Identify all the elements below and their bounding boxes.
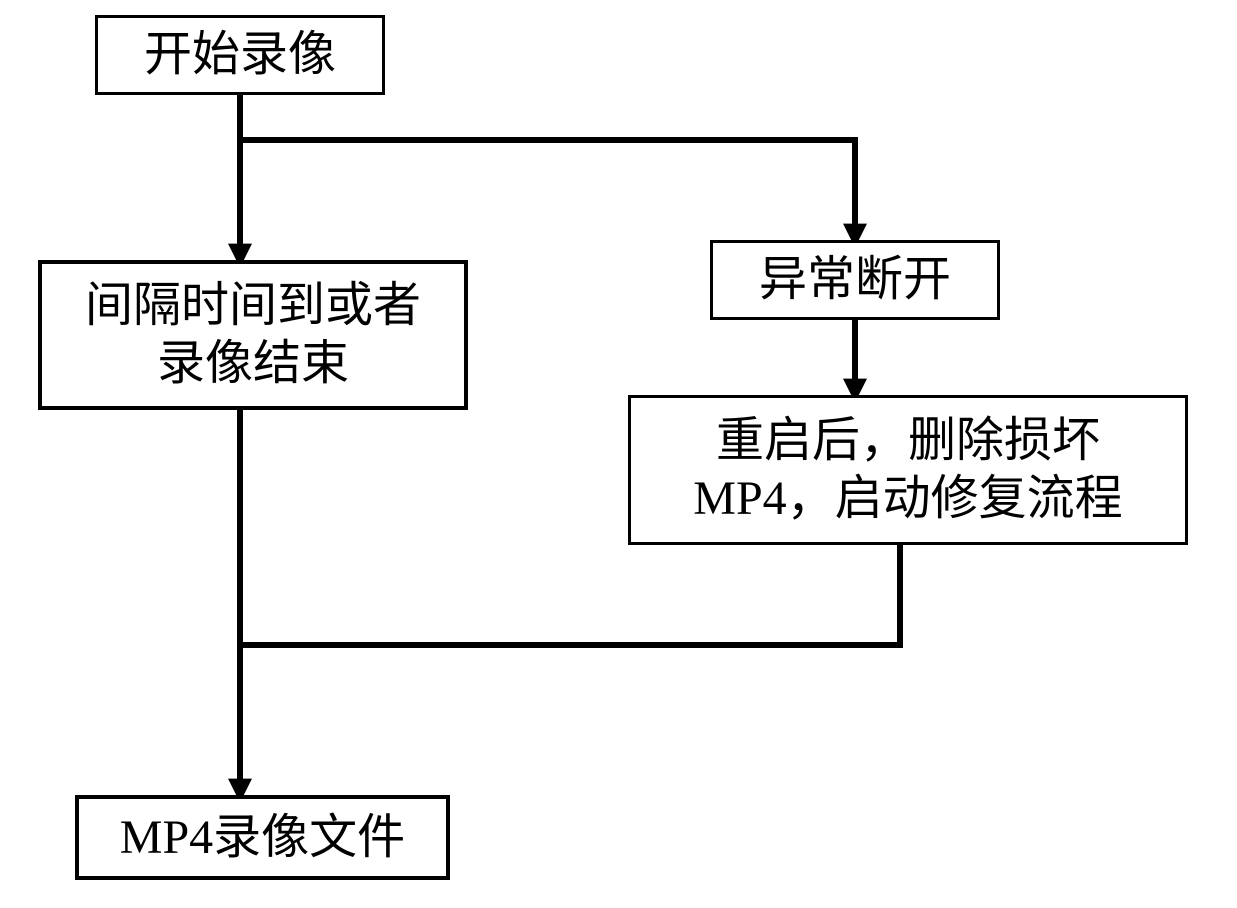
flowchart-canvas: 开始录像间隔时间到或者 录像结束 异常断开重启后，删除损坏 MP4，启动修复流程 M… — [0, 0, 1237, 908]
node-abnormal: 异常断开 — [710, 240, 1000, 320]
node-interval: 间隔时间到或者 录像结束 — [38, 260, 468, 410]
node-repair: 重启后，删除损坏 MP4，启动修复流程 — [628, 395, 1188, 545]
node-start: 开始录像 — [95, 15, 385, 95]
node-output: MP4录像文件 — [75, 795, 450, 880]
